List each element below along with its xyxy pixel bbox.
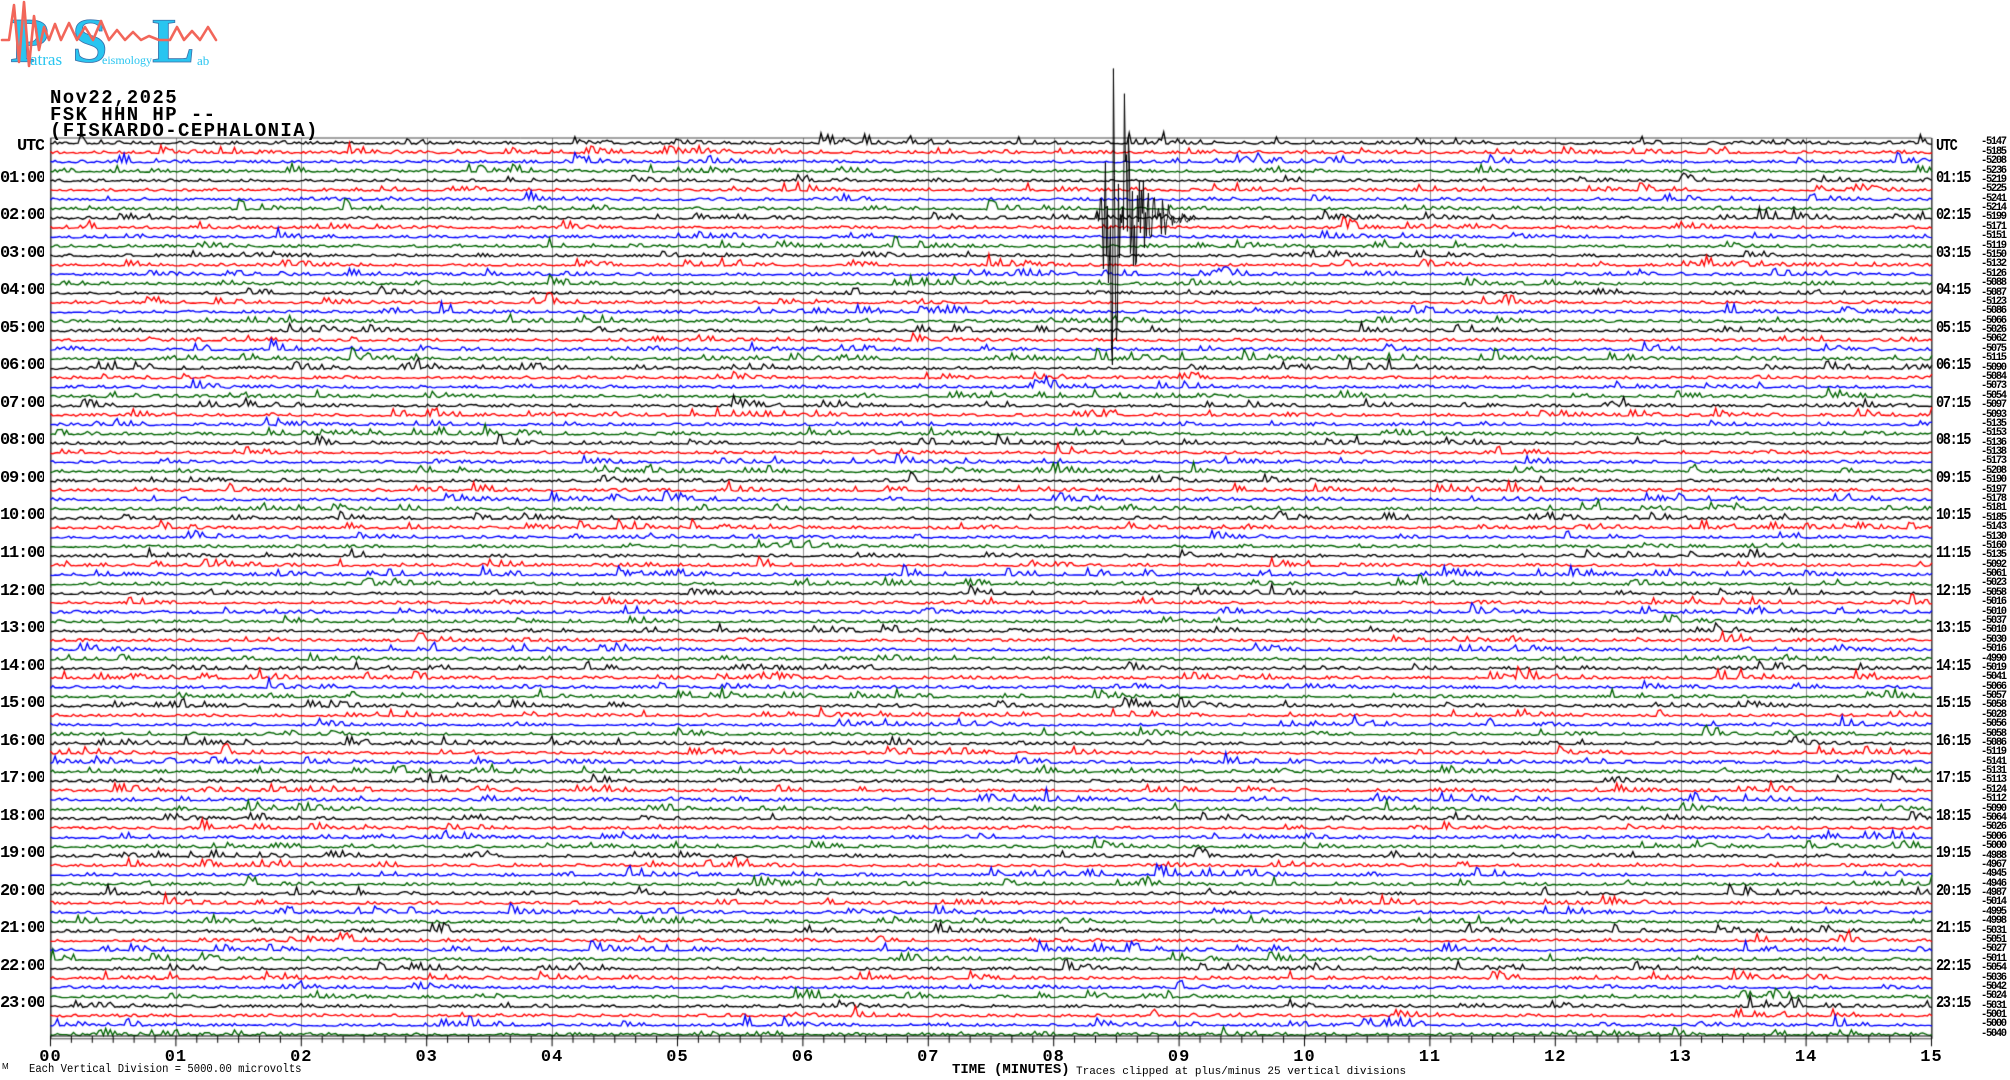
svg-text:ab: ab xyxy=(197,53,209,68)
svg-text:atras: atras xyxy=(30,50,62,69)
svg-text:L: L xyxy=(152,5,195,70)
svg-text:eismology: eismology xyxy=(102,53,152,67)
